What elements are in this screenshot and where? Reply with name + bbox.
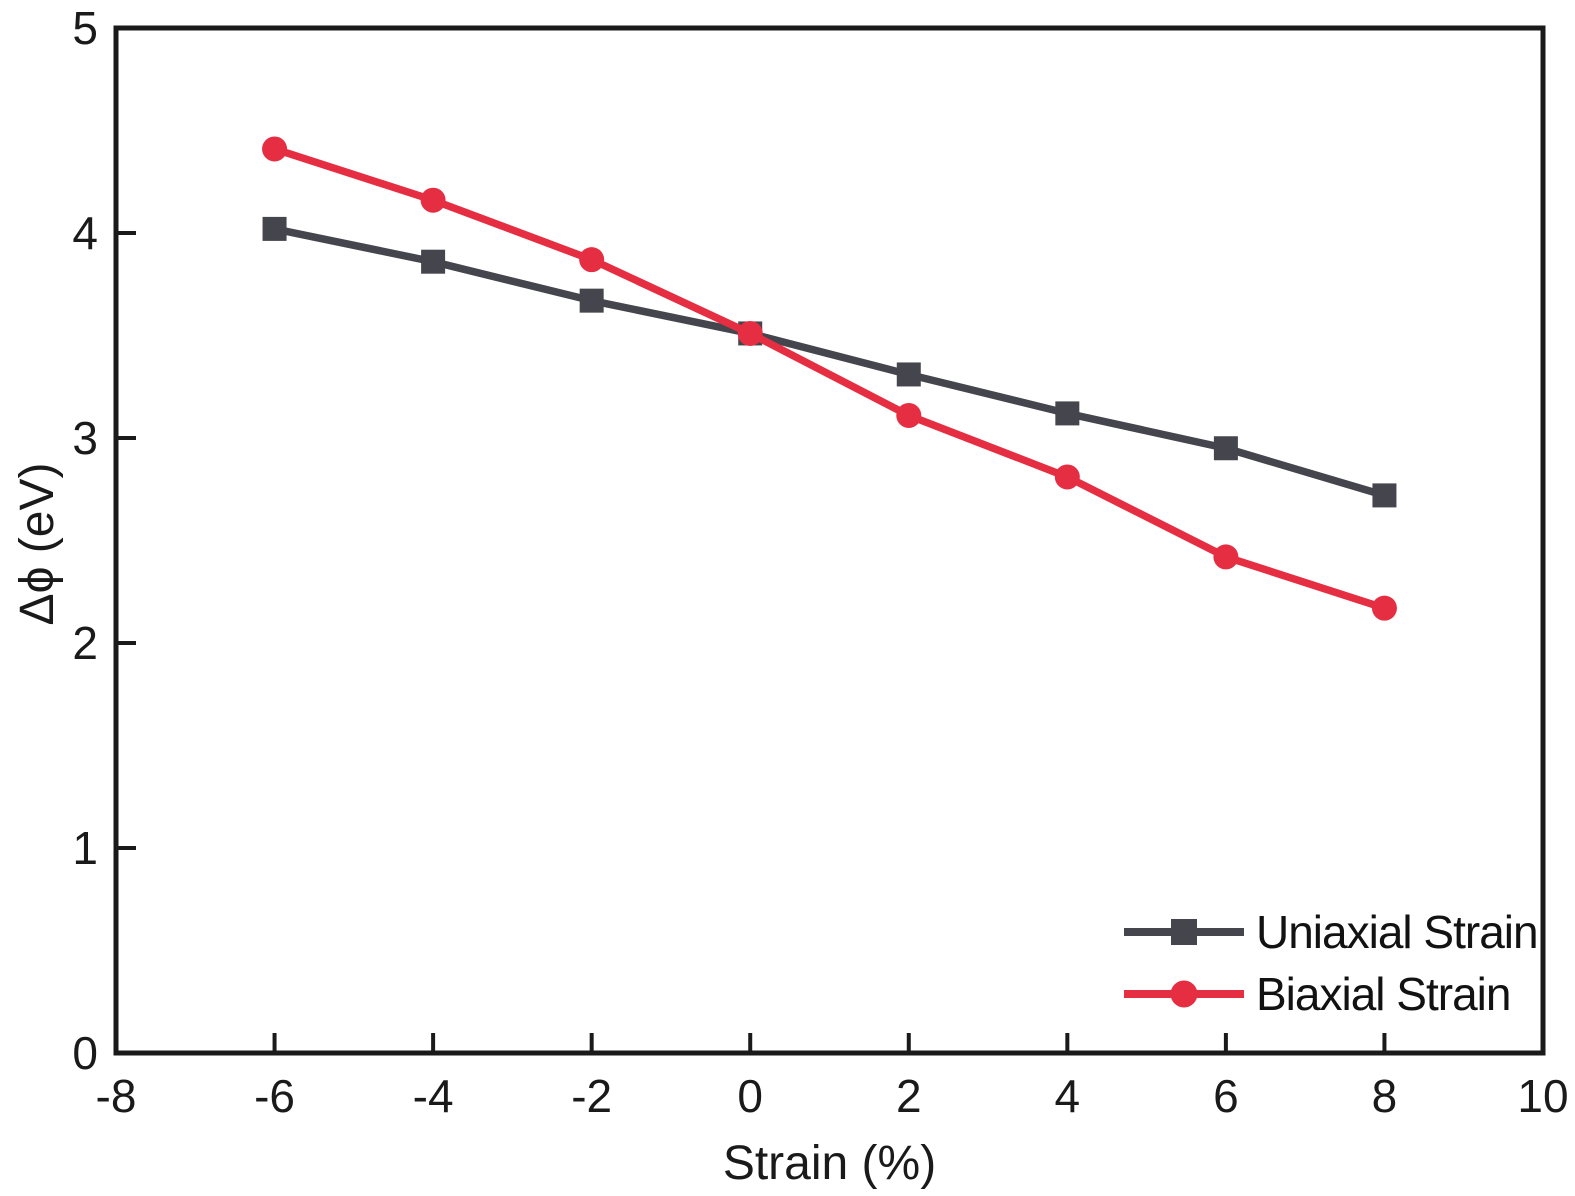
uniaxial-strain-data-point-marker bbox=[1213, 436, 1238, 461]
x-tick-label: 0 bbox=[737, 1070, 763, 1122]
y-tick-label: 2 bbox=[72, 617, 98, 669]
biaxial-strain-data-point-marker bbox=[579, 247, 605, 273]
y-tick-label: 3 bbox=[72, 412, 98, 464]
x-tick-label: 6 bbox=[1213, 1070, 1239, 1122]
biaxial-line-marker-icon bbox=[1124, 980, 1244, 1008]
uniaxial-strain-line bbox=[270, 225, 1389, 500]
y-tick-label: 1 bbox=[72, 822, 98, 874]
biaxial-strain-data-point-marker bbox=[1371, 595, 1397, 621]
biaxial-strain-line bbox=[270, 145, 1389, 612]
uniaxial-strain-data-point-marker bbox=[1055, 401, 1080, 426]
legend-marker-sample bbox=[1170, 980, 1198, 1008]
x-tick-label: 10 bbox=[1517, 1070, 1568, 1122]
y-tick-label: 5 bbox=[72, 2, 98, 54]
uniaxial-strain-data-point-marker bbox=[579, 288, 604, 313]
biaxial-strain-data-point-marker bbox=[737, 320, 763, 346]
legend-item-biaxial: Biaxial Strain bbox=[1120, 966, 1538, 1022]
x-tick-label: -4 bbox=[413, 1070, 454, 1122]
axis-frame bbox=[113, 25, 1546, 1056]
uniaxial-line-marker-icon bbox=[1124, 919, 1244, 945]
biaxial-strain-data-point-marker bbox=[1213, 544, 1239, 570]
uniaxial-strain-data-point-marker bbox=[262, 216, 287, 241]
uniaxial-strain-data-point-marker bbox=[1372, 483, 1397, 508]
x-tick-label: -8 bbox=[96, 1070, 137, 1122]
x-tick-label: 8 bbox=[1372, 1070, 1398, 1122]
x-axis-title: Strain (%) bbox=[722, 1137, 937, 1190]
x-tick-label: -2 bbox=[571, 1070, 612, 1122]
x-tick-label: 4 bbox=[1055, 1070, 1081, 1122]
legend-label-biaxial: Biaxial Strain bbox=[1256, 968, 1511, 1020]
biaxial-strain-data-point-marker bbox=[420, 187, 446, 213]
x-tick-label: -6 bbox=[254, 1070, 295, 1122]
biaxial-strain-data-point-marker bbox=[896, 402, 922, 428]
x-tick-label: 2 bbox=[896, 1070, 922, 1122]
y-tick-label: 0 bbox=[72, 1027, 98, 1079]
y-tick-label: 4 bbox=[72, 207, 98, 259]
uniaxial-strain-data-point-marker bbox=[896, 362, 921, 387]
uniaxial-strain-data-point-marker bbox=[421, 249, 446, 274]
legend-label-uniaxial: Uniaxial Strain bbox=[1256, 906, 1539, 958]
legend-marker-sample bbox=[1171, 919, 1197, 945]
biaxial-strain-data-point-marker bbox=[1054, 464, 1080, 490]
y-axis-title: Δϕ (eV) bbox=[11, 462, 64, 626]
chart-legend: Uniaxial Strain Biaxial Strain bbox=[1120, 904, 1539, 1022]
biaxial-strain-data-point-marker bbox=[262, 136, 288, 162]
legend-item-uniaxial: Uniaxial Strain bbox=[1120, 904, 1539, 960]
